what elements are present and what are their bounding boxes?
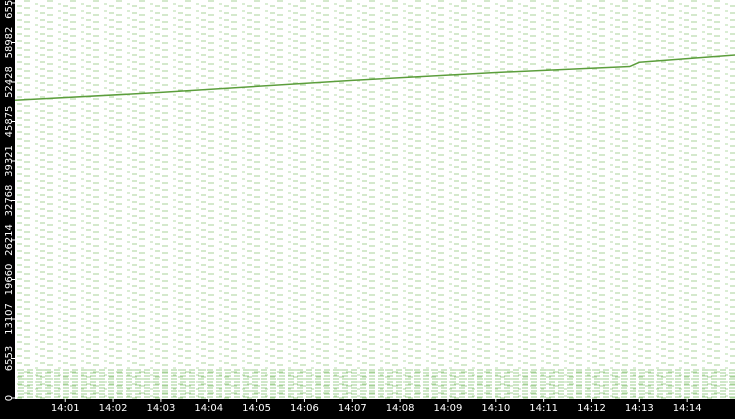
x-tick-label: 14:03 (146, 403, 175, 414)
y-tick-label: 39321 (4, 145, 15, 177)
y-tick-label: 26214 (4, 224, 15, 256)
x-tick-label: 14:05 (242, 403, 271, 414)
background-texture (15, 0, 735, 399)
x-tick-label: 14:12 (577, 403, 606, 414)
y-tick-label: 19660 (4, 264, 15, 296)
x-tick-label: 14:04 (194, 403, 223, 414)
y-tick-label: 65536 (4, 0, 15, 19)
x-tick-label: 14:10 (481, 403, 510, 414)
x-tick-label: 14:09 (434, 403, 463, 414)
x-tick-label: 14:01 (51, 403, 80, 414)
x-tick-label: 14:06 (290, 403, 319, 414)
x-tick-label: 14:14 (673, 403, 702, 414)
series-line (14, 54, 735, 102)
y-tick-label: 13107 (4, 303, 15, 335)
x-tick-label: 14:13 (625, 403, 654, 414)
x-tick-label: 14:02 (99, 403, 128, 414)
x-tick-label: 14:08 (386, 403, 415, 414)
y-tick-label: 45875 (4, 106, 15, 138)
background-texture (15, 368, 735, 399)
y-tick-label: 0 (4, 395, 15, 401)
y-tick-label: 58982 (4, 27, 15, 59)
x-tick-label: 14:07 (338, 403, 367, 414)
y-tick-label: 32768 (4, 185, 15, 217)
y-tick-label: 52428 (4, 66, 15, 98)
y-tick-label: 6553 (4, 346, 15, 371)
x-tick-label: 14:11 (529, 403, 558, 414)
